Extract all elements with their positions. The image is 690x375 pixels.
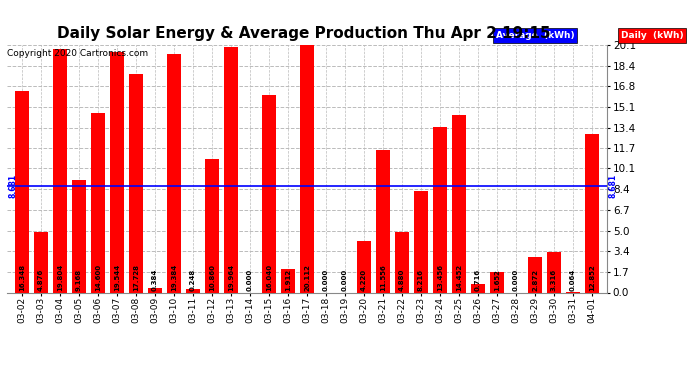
Bar: [585, 134, 599, 292]
Text: 0.000: 0.000: [342, 268, 348, 291]
Bar: [376, 150, 390, 292]
Text: 4.876: 4.876: [38, 268, 44, 291]
Text: 13.456: 13.456: [437, 264, 443, 291]
Text: 14.452: 14.452: [456, 264, 462, 291]
Bar: [167, 54, 181, 292]
Text: 2.872: 2.872: [532, 268, 538, 291]
Bar: [433, 127, 447, 292]
Text: Daily  (kWh): Daily (kWh): [621, 31, 684, 40]
Text: 4.220: 4.220: [361, 268, 367, 291]
Text: 0.000: 0.000: [513, 268, 519, 291]
Bar: [34, 232, 48, 292]
Bar: [224, 46, 238, 292]
Bar: [15, 91, 29, 292]
Bar: [72, 180, 86, 292]
Bar: [129, 74, 144, 292]
Text: 0.000: 0.000: [247, 268, 253, 291]
Bar: [395, 232, 409, 292]
Bar: [547, 252, 561, 292]
Text: 8.681: 8.681: [8, 174, 17, 198]
Text: 16.040: 16.040: [266, 264, 272, 291]
Text: 17.728: 17.728: [133, 264, 139, 291]
Text: 0.716: 0.716: [475, 268, 481, 291]
Text: 11.556: 11.556: [380, 264, 386, 291]
Bar: [110, 52, 124, 292]
Bar: [528, 257, 542, 292]
Text: 1.652: 1.652: [494, 269, 500, 291]
Text: 16.348: 16.348: [19, 264, 25, 291]
Text: Copyright 2020 Cartronics.com: Copyright 2020 Cartronics.com: [7, 49, 148, 58]
Bar: [148, 288, 162, 292]
Bar: [414, 191, 428, 292]
Text: 3.316: 3.316: [551, 268, 557, 291]
Bar: [91, 113, 105, 292]
Text: 19.964: 19.964: [228, 264, 234, 291]
Text: 19.544: 19.544: [114, 263, 120, 291]
Text: Average  (kWh): Average (kWh): [496, 31, 575, 40]
Bar: [452, 114, 466, 292]
Text: 12.852: 12.852: [589, 264, 595, 291]
Text: 4.880: 4.880: [399, 268, 405, 291]
Bar: [53, 49, 67, 292]
Bar: [357, 240, 371, 292]
Text: Daily Solar Energy & Average Production Thu Apr 2 19:15: Daily Solar Energy & Average Production …: [57, 26, 551, 41]
Bar: [205, 159, 219, 292]
Bar: [281, 269, 295, 292]
Text: 8.216: 8.216: [418, 268, 424, 291]
Text: 10.860: 10.860: [209, 264, 215, 291]
Text: 1.912: 1.912: [285, 268, 291, 291]
Text: 19.384: 19.384: [171, 263, 177, 291]
Text: 8.681: 8.681: [609, 174, 618, 198]
Bar: [490, 272, 504, 292]
Text: 0.248: 0.248: [190, 268, 196, 291]
Text: 0.384: 0.384: [152, 268, 158, 291]
Text: 9.168: 9.168: [76, 268, 82, 291]
Bar: [471, 284, 485, 292]
Bar: [186, 290, 200, 292]
Text: 14.600: 14.600: [95, 264, 101, 291]
Bar: [300, 45, 314, 292]
Text: 20.112: 20.112: [304, 264, 310, 291]
Text: 19.804: 19.804: [57, 263, 63, 291]
Bar: [262, 95, 276, 292]
Text: 0.000: 0.000: [323, 268, 329, 291]
Text: 0.064: 0.064: [570, 268, 576, 291]
